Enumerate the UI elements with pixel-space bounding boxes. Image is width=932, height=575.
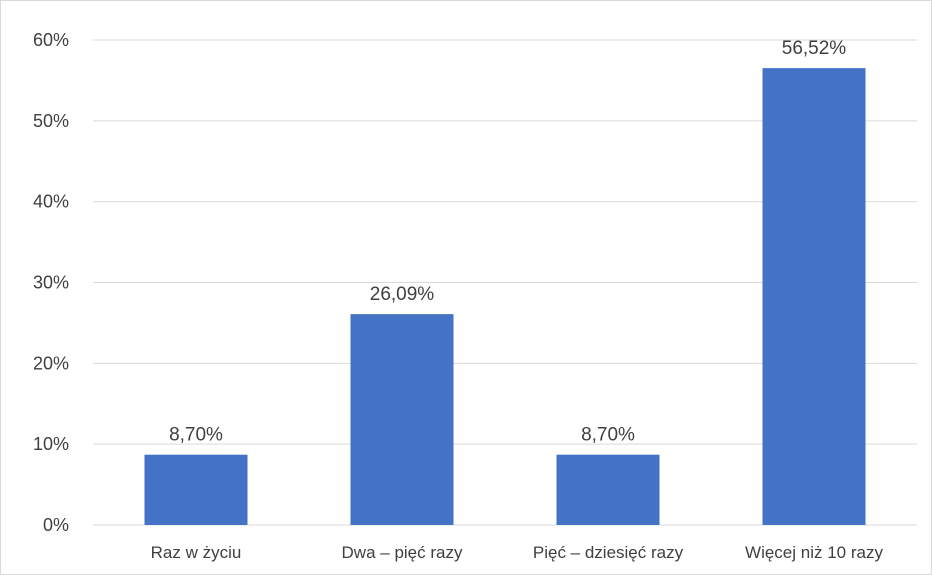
data-label: 8,70% bbox=[581, 425, 635, 446]
data-labels: 8,70% 26,09% 8,70% 56,52% bbox=[169, 38, 846, 446]
x-category-label: Raz w życiu bbox=[151, 543, 242, 562]
data-label: 8,70% bbox=[169, 425, 223, 446]
x-axis-category-labels: Raz w życiu Dwa – pięć razy Pięć – dziesię… bbox=[151, 543, 884, 562]
x-category-label: Dwa – pięć razy bbox=[342, 543, 463, 562]
bars bbox=[144, 68, 866, 525]
bar bbox=[762, 68, 866, 525]
data-label: 56,52% bbox=[782, 38, 847, 59]
gridlines bbox=[93, 39, 917, 526]
x-category-label: Więcej niż 10 razy bbox=[745, 543, 883, 562]
x-category-label: Pięć – dziesięć razy bbox=[533, 543, 684, 562]
y-tick-label: 40% bbox=[33, 192, 69, 212]
y-tick-label: 10% bbox=[33, 434, 69, 454]
y-tick-label: 30% bbox=[33, 273, 69, 293]
bar bbox=[556, 454, 660, 525]
y-tick-label: 50% bbox=[33, 111, 69, 131]
y-axis-tick-labels: 0% 10% 20% 30% 40% 50% 60% bbox=[33, 30, 69, 535]
y-tick-label: 0% bbox=[43, 515, 69, 535]
bar bbox=[144, 454, 248, 525]
bar bbox=[350, 314, 454, 525]
data-label: 26,09% bbox=[370, 284, 435, 305]
y-tick-label: 60% bbox=[33, 30, 69, 50]
y-tick-label: 20% bbox=[33, 353, 69, 373]
